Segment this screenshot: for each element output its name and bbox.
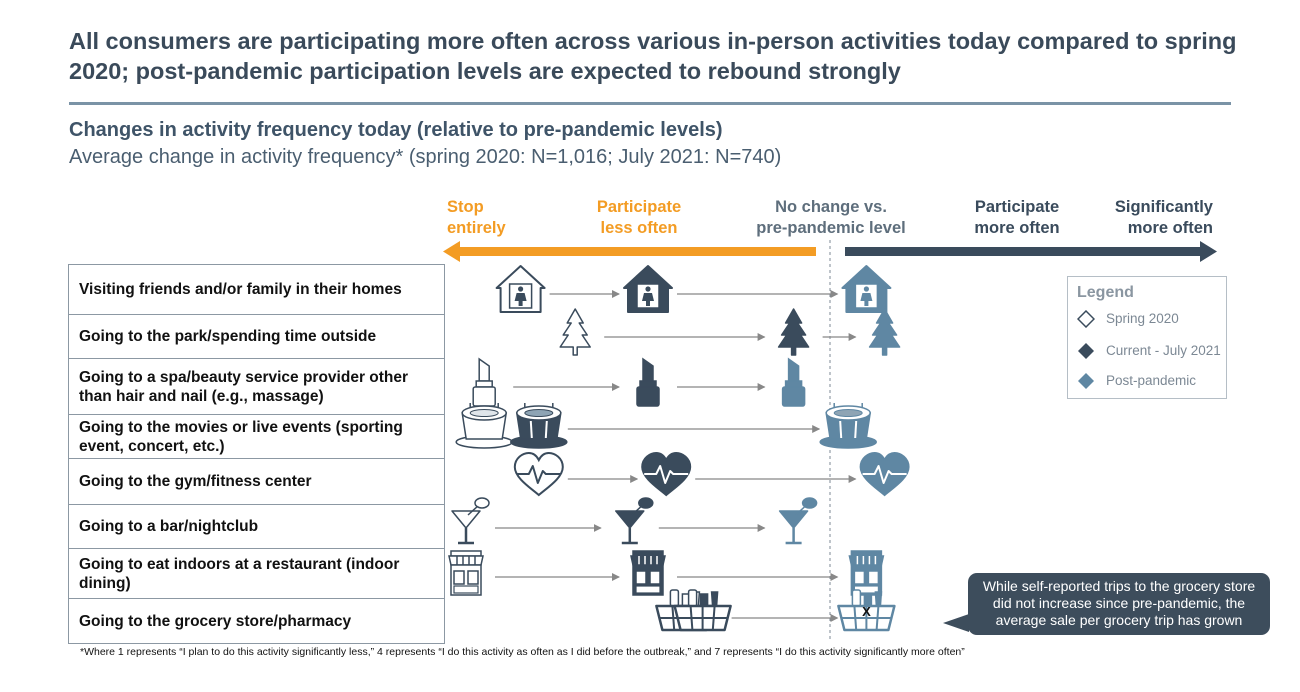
- scale-header-0: Stop entirely: [447, 198, 506, 237]
- chart-row-2: [472, 357, 806, 407]
- storefront-spring-2020-icon: [448, 550, 484, 596]
- cocktail-post-pandemic-icon: [778, 497, 818, 545]
- legend-label: Spring 2020: [1106, 311, 1179, 326]
- grocery-basket-post-pandemic-icon: [837, 589, 896, 632]
- activity-label: Going to eat indoors at a restaurant (in…: [79, 555, 400, 592]
- callout-pointer: [943, 614, 969, 632]
- scale-header-1: Participate less often: [596, 198, 682, 237]
- chart-row-7: X: [655, 589, 896, 632]
- lipstick-post-pandemic-icon: [781, 357, 806, 407]
- heartbeat-spring-2020-icon: [513, 451, 564, 497]
- legend-label: Current - July 2021: [1106, 343, 1221, 358]
- heartbeat-current-icon: [641, 451, 692, 497]
- chart-subtitle: Changes in activity frequency today (rel…: [69, 119, 723, 141]
- house-post-pandemic-icon: [841, 265, 892, 313]
- legend-title: Legend: [1077, 284, 1134, 301]
- heartbeat-post-pandemic-icon: [859, 451, 910, 497]
- chart-row-6: [448, 550, 885, 596]
- title-divider: [69, 102, 1231, 105]
- activity-label: Going to a bar/nightclub: [79, 518, 259, 535]
- activity-row: Visiting friends and/or family in their …: [69, 265, 444, 315]
- lipstick-current-icon: [636, 357, 660, 407]
- page-title: All consumers are participating more oft…: [69, 28, 1237, 84]
- scale-bar-more: [845, 241, 1217, 262]
- chart-description: Average change in activity frequency* (s…: [69, 146, 782, 168]
- legend: Legend Spring 2020 Current - July 2021 P…: [1067, 276, 1227, 399]
- cocktail-spring-2020-icon: [451, 497, 490, 545]
- chart-row-3: [455, 403, 877, 449]
- chart-row-5: [451, 497, 818, 545]
- scale-header-3: Participate more often: [974, 198, 1060, 237]
- storefront-current-icon: [630, 550, 666, 596]
- chart-row-4: [513, 451, 910, 497]
- activity-row: Going to the gym/fitness center: [69, 459, 444, 505]
- activity-row: Going to the park/spending time outside: [69, 315, 444, 359]
- activity-label: Visiting friends and/or family in their …: [79, 281, 402, 298]
- tree-spring-2020-icon: [559, 308, 591, 356]
- stadium-post-pandemic-icon: [819, 403, 877, 449]
- activity-row: Going to the movies or live events (spor…: [69, 415, 444, 459]
- tree-post-pandemic-icon: [868, 308, 901, 356]
- activity-label: Going to the grocery store/pharmacy: [79, 612, 352, 630]
- storefront-post-pandemic-icon: [848, 550, 885, 596]
- activity-row: Going to a bar/nightclub: [69, 505, 444, 549]
- activity-label: Going to the park/spending time outside: [79, 328, 377, 345]
- activity-label: Going to the movies or live events (spor…: [79, 418, 403, 455]
- grocery-basket-current-icon: [673, 589, 732, 632]
- grocery-callout: While self-reported trips to the grocery…: [968, 573, 1270, 635]
- scale-header-4: Significantly more often: [1114, 198, 1213, 237]
- diamond-outline-icon: [1077, 310, 1095, 328]
- activity-label: Going to a spa/beauty service provider o…: [79, 368, 409, 405]
- cocktail-current-icon: [615, 497, 654, 545]
- activity-row: Going to the grocery store/pharmacy: [69, 599, 444, 643]
- activity-table: Visiting friends and/or family in their …: [68, 264, 445, 644]
- chart-row-0: [495, 265, 892, 313]
- stadium-current-icon: [510, 403, 568, 449]
- activity-row: Going to a spa/beauty service provider o…: [69, 359, 444, 415]
- grocery-x-mark: X: [862, 604, 871, 619]
- footnote: *Where 1 represents “I plan to do this a…: [80, 646, 965, 658]
- scale-header-2: No change vs. pre-pandemic level: [756, 198, 906, 237]
- house-current-icon: [623, 265, 673, 313]
- lipstick-spring-2020-icon: [472, 357, 496, 407]
- diamond-dark-icon: [1078, 343, 1094, 359]
- scale-bar-less: [443, 241, 816, 262]
- diamond-blue-icon: [1078, 373, 1094, 389]
- chart-row-1: [559, 308, 901, 356]
- tree-current-icon: [777, 308, 810, 356]
- stadium-spring-2020-icon: [455, 403, 513, 449]
- activity-label: Going to the gym/fitness center: [79, 473, 312, 490]
- legend-label: Post-pandemic: [1106, 373, 1197, 388]
- activity-row: Going to eat indoors at a restaurant (in…: [69, 549, 444, 599]
- house-spring-2020-icon: [495, 265, 546, 313]
